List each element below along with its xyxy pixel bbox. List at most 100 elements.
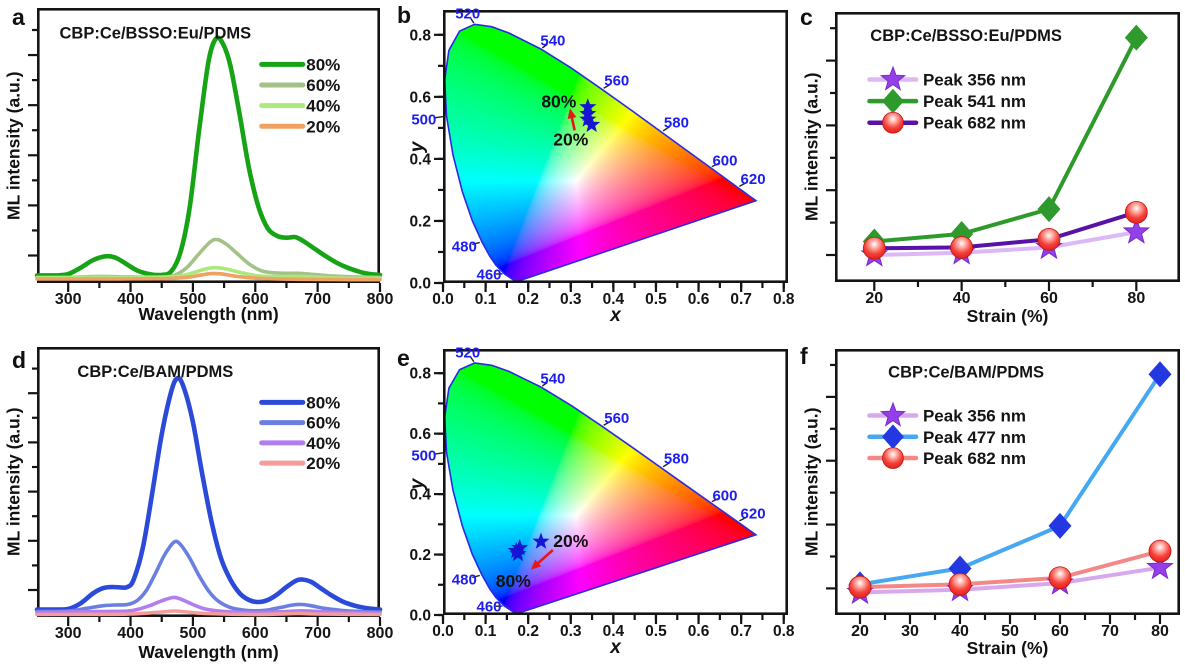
svg-text:40%: 40% <box>306 97 340 116</box>
svg-text:580: 580 <box>664 450 689 467</box>
panel-d: d ML intensity (a.u.) 300 400 500 600 700 800… <box>0 335 395 669</box>
svg-text:0.4: 0.4 <box>603 291 625 308</box>
svg-text:20%: 20% <box>553 130 588 150</box>
svg-text:0.4: 0.4 <box>409 151 431 168</box>
svg-text:20%: 20% <box>306 117 340 136</box>
svg-text:0.8: 0.8 <box>773 291 795 308</box>
chart-svg-a: 300 400 500 600 700 800 CBP:Ce/BSSO:Eu/PDMS 80%… <box>28 7 393 308</box>
x-axis-label-c: Strain (%) <box>966 306 1049 326</box>
svg-text:Peak 477 nm: Peak 477 nm <box>923 428 1026 447</box>
svg-text:CBP:Ce/BAM/PDMS: CBP:Ce/BAM/PDMS <box>77 363 233 381</box>
chart-svg-d: 300 400 500 600 700 800 CBP:Ce/BAM/PDMS 80% 60%4… <box>28 346 393 642</box>
svg-text:0.5: 0.5 <box>645 623 667 640</box>
svg-text:0.7: 0.7 <box>730 291 752 308</box>
chart-svg-c: 20 40 60 80 CBP:Ce/BSSO:Eu/PDMS Peak 356 nm Pe… <box>826 11 1180 307</box>
svg-text:20: 20 <box>865 290 883 307</box>
panel-letter-d: d <box>12 347 27 373</box>
svg-text:70: 70 <box>1101 623 1119 640</box>
svg-text:560: 560 <box>604 410 629 427</box>
panel-letter-f: f <box>800 343 808 369</box>
svg-text:40: 40 <box>953 290 971 307</box>
svg-text:80%: 80% <box>306 55 340 74</box>
svg-text:580: 580 <box>664 114 689 131</box>
svg-text:600: 600 <box>242 625 269 642</box>
y-axis-label-d: ML intensity (a.u.) <box>3 407 24 557</box>
svg-text:60: 60 <box>1051 623 1069 640</box>
plot-area-a: 300 400 500 600 700 800 CBP:Ce/BSSO:Eu/PDMS 80%… <box>28 7 393 308</box>
svg-text:600: 600 <box>242 291 269 308</box>
panel-letter-e: e <box>397 345 410 371</box>
svg-text:480: 480 <box>452 572 477 589</box>
panel-e: e y 0.0 0.1 0.2 0.3 0.4 0.5 0.6 0.7 0.8 0.0 0.2 0.4… <box>395 335 795 669</box>
svg-text:0.8: 0.8 <box>409 366 431 383</box>
panel-b: b y 0.0 0.1 0.2 0.3 0.4 0.5 0.6 0.7 0.8 0.0 0.2 0.4… <box>395 0 795 334</box>
plot-area-e: 0.0 0.1 0.2 0.3 0.4 0.5 0.6 0.7 0.8 0.0 0.2 0.4 0.6 0… <box>409 345 794 640</box>
plot-area-c: 20 40 60 80 CBP:Ce/BSSO:Eu/PDMS Peak 356 nm Pe… <box>826 11 1180 307</box>
svg-text:0.4: 0.4 <box>409 487 431 504</box>
svg-text:CBP:Ce/BAM/PDMS: CBP:Ce/BAM/PDMS <box>888 364 1044 382</box>
svg-text:500: 500 <box>180 625 207 642</box>
svg-text:0.3: 0.3 <box>560 291 582 308</box>
svg-text:80%: 80% <box>541 92 576 112</box>
svg-text:0.6: 0.6 <box>688 291 710 308</box>
svg-text:300: 300 <box>55 291 82 308</box>
svg-text:60%: 60% <box>306 414 340 433</box>
x-axis-label-b: x <box>610 305 621 326</box>
svg-text:0.8: 0.8 <box>409 27 431 44</box>
svg-text:0.3: 0.3 <box>560 623 582 640</box>
plot-area-f: 20 30 40 50 60 70 80 CBP:Ce/BAM/PDMS Peak 356 nm… <box>826 348 1180 640</box>
svg-text:520: 520 <box>455 6 480 23</box>
svg-text:Peak 682 nm: Peak 682 nm <box>923 114 1026 133</box>
svg-text:800: 800 <box>367 625 394 642</box>
svg-text:60: 60 <box>1040 290 1058 307</box>
svg-text:CBP:Ce/BSSO:Eu/PDMS: CBP:Ce/BSSO:Eu/PDMS <box>870 27 1062 45</box>
svg-text:800: 800 <box>367 291 394 308</box>
panel-a: a ML intensity (a.u.) 300 400 500 600 700 800… <box>0 0 395 334</box>
panel-letter-b: b <box>397 2 412 28</box>
x-axis-label-e: x <box>610 637 621 658</box>
svg-text:480: 480 <box>452 239 477 256</box>
svg-text:700: 700 <box>304 291 331 308</box>
x-axis-label-a: Wavelength (nm) <box>138 304 279 324</box>
svg-text:400: 400 <box>117 625 144 642</box>
svg-text:500: 500 <box>411 448 436 465</box>
svg-text:540: 540 <box>540 32 565 49</box>
svg-text:520: 520 <box>455 345 480 362</box>
plot-area-d: 300 400 500 600 700 800 CBP:Ce/BAM/PDMS 80% 60% 4… <box>28 346 393 642</box>
svg-text:Peak 356 nm: Peak 356 nm <box>923 71 1026 90</box>
svg-text:600: 600 <box>712 152 737 169</box>
y-axis-label-a: ML intensity (a.u.) <box>3 71 24 220</box>
svg-text:0.2: 0.2 <box>517 623 539 640</box>
y-axis-label-c: ML intensity (a.u.) <box>801 72 822 222</box>
svg-text:0.0: 0.0 <box>409 276 431 293</box>
svg-text:0.0: 0.0 <box>409 608 431 625</box>
svg-text:620: 620 <box>741 506 766 523</box>
svg-text:80: 80 <box>1127 290 1145 307</box>
svg-text:0.2: 0.2 <box>409 213 431 230</box>
svg-text:80%: 80% <box>496 571 531 591</box>
chart-svg-f: 20 30 40 50 60 70 80 CBP:Ce/BAM/PDMS Peak 356 nm… <box>826 348 1180 640</box>
x-axis-label-f: Strain (%) <box>966 638 1049 658</box>
chart-svg-e: 0.0 0.1 0.2 0.3 0.4 0.5 0.6 0.7 0.8 0.0 0.2 0.4 0.6 0… <box>409 345 794 640</box>
svg-text:20%: 20% <box>306 454 340 473</box>
svg-text:Peak 541 nm: Peak 541 nm <box>923 92 1026 111</box>
panel-letter-a: a <box>12 4 25 30</box>
svg-text:40%: 40% <box>306 434 340 453</box>
y-axis-label-f: ML intensity (a.u.) <box>801 407 822 557</box>
svg-text:0.5: 0.5 <box>645 291 667 308</box>
svg-text:0.1: 0.1 <box>475 291 497 308</box>
svg-text:0.0: 0.0 <box>432 291 454 308</box>
svg-text:540: 540 <box>540 371 565 388</box>
svg-text:460: 460 <box>476 599 501 616</box>
svg-text:0.7: 0.7 <box>730 623 752 640</box>
svg-text:CBP:Ce/BSSO:Eu/PDMS: CBP:Ce/BSSO:Eu/PDMS <box>60 25 252 43</box>
plot-area-b: 0.0 0.1 0.2 0.3 0.4 0.5 0.6 0.7 0.8 0.0 0.2 0.4 0.6 0… <box>409 6 794 308</box>
svg-text:0.2: 0.2 <box>517 291 539 308</box>
svg-text:500: 500 <box>180 291 207 308</box>
svg-text:80%: 80% <box>306 393 340 412</box>
svg-text:0.6: 0.6 <box>688 623 710 640</box>
svg-text:0.6: 0.6 <box>409 426 431 443</box>
svg-text:50: 50 <box>1001 623 1019 640</box>
svg-text:60%: 60% <box>306 76 340 95</box>
